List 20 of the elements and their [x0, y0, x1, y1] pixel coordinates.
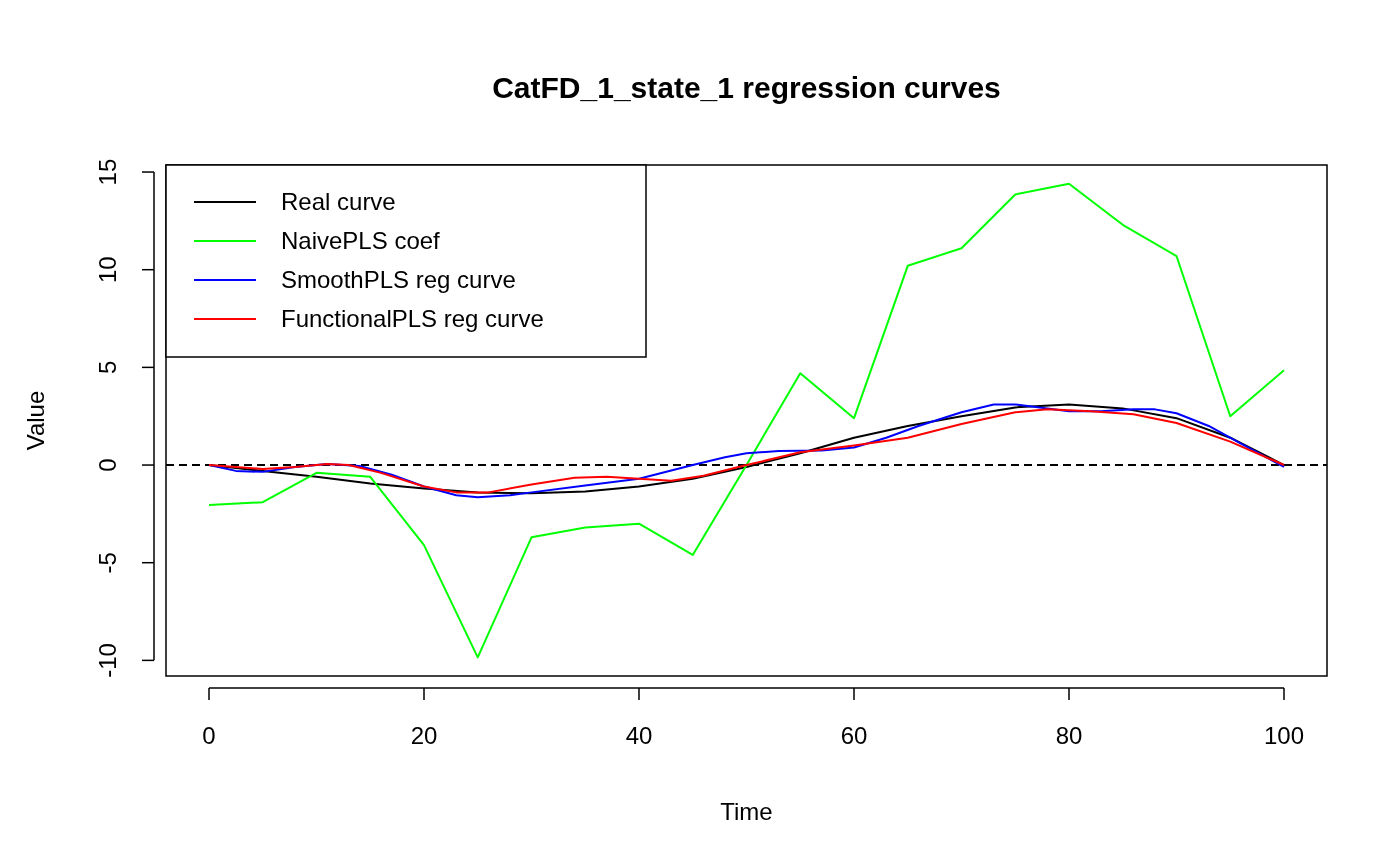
x-tick-label: 60 — [840, 722, 868, 749]
x-tick-label: 40 — [625, 722, 653, 749]
legend-label: NaivePLS coef — [281, 227, 441, 254]
y-tick-label: 0 — [94, 458, 121, 472]
x-tick-label: 0 — [202, 722, 216, 749]
y-axis-title: Value — [22, 390, 49, 451]
chart-title: CatFD_1_state_1 regression curves — [492, 71, 1001, 104]
legend-label: FunctionalPLS reg curve — [281, 305, 544, 332]
y-tick-label: -10 — [94, 643, 121, 678]
line-series — [208, 182, 1285, 659]
x-tick-label: 100 — [1263, 722, 1305, 749]
x-tick-label: 20 — [410, 722, 438, 749]
legend-label: SmoothPLS reg curve — [281, 266, 516, 293]
y-tick-label: 10 — [94, 256, 121, 284]
y-tick-label: -5 — [94, 552, 121, 574]
x-tick-label: 80 — [1055, 722, 1083, 749]
y-tick-label: 5 — [94, 360, 121, 375]
legend-label: Real curve — [281, 188, 396, 215]
y-tick-label: 15 — [94, 158, 121, 186]
x-axis-title: Time — [720, 798, 773, 825]
